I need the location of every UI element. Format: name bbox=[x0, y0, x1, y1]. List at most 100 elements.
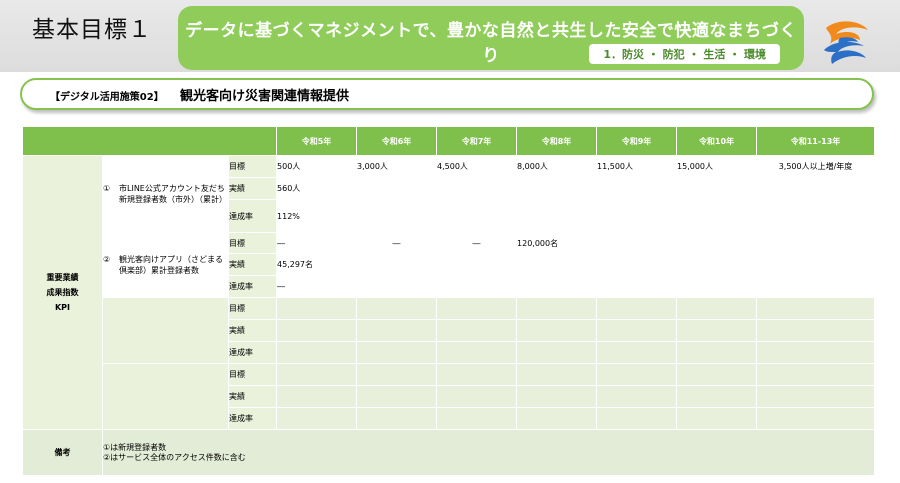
empty-cell bbox=[276, 319, 358, 342]
target-value: 15,000人 bbox=[676, 155, 758, 178]
empty-cell bbox=[756, 319, 876, 342]
rate-value bbox=[356, 199, 438, 233]
actual-value bbox=[676, 253, 758, 276]
measure-code: 【デジタル活用施策02】 bbox=[50, 92, 164, 103]
year-header-row: 令和5年 令和6年 令和7年 令和8年 令和9年 令和10年 令和11-13年 bbox=[21, 126, 876, 156]
empty-cell bbox=[436, 407, 518, 430]
actual-value: 560人 bbox=[276, 177, 358, 200]
table-row: 目標 bbox=[23, 297, 876, 364]
year-header: 令和11-13年 bbox=[756, 126, 876, 156]
actual-value bbox=[596, 253, 678, 276]
goal-title: 基本目標１ bbox=[32, 17, 152, 43]
row-label-target: 目標 bbox=[227, 232, 278, 254]
year-header: 令和5年 bbox=[276, 126, 358, 156]
empty-cell bbox=[676, 385, 758, 408]
empty-cell bbox=[596, 297, 678, 320]
table-row: 実績 560人 bbox=[23, 177, 876, 200]
header-corner bbox=[21, 126, 278, 156]
row-label-actual: 実績 bbox=[227, 253, 278, 276]
indicator-name: ① 市LINE公式アカウント友だち新規登録者数（市外）（累計） bbox=[102, 155, 229, 233]
empty-cell bbox=[756, 407, 876, 430]
empty-cell bbox=[436, 363, 518, 386]
empty-cell bbox=[756, 363, 876, 386]
table-row: 達成率 112% bbox=[23, 199, 876, 233]
sado-city-logo-icon bbox=[824, 21, 868, 64]
year-header: 令和7年 bbox=[436, 126, 518, 156]
actual-value bbox=[676, 177, 758, 200]
empty-cell bbox=[356, 385, 438, 408]
note-line: ①は新規登録者数 bbox=[103, 442, 167, 452]
row-label-actual: 実績 bbox=[227, 319, 278, 342]
target-value bbox=[596, 232, 678, 254]
rate-value bbox=[356, 275, 438, 298]
empty-cell bbox=[516, 363, 598, 386]
target-value: 500人 bbox=[276, 155, 358, 178]
measure-title: 観光客向け災害関連情報提供 bbox=[180, 89, 350, 104]
empty-cell bbox=[356, 319, 438, 342]
kpi-table: 令和5年 令和6年 令和7年 令和8年 令和9年 令和10年 令和11-13年 … bbox=[21, 126, 876, 476]
empty-cell bbox=[436, 319, 518, 342]
row-label-actual: 実績 bbox=[227, 177, 278, 200]
measure-heading: 【デジタル活用施策02】 観光客向け災害関連情報提供 bbox=[20, 78, 874, 110]
target-value: 4,500人 bbox=[436, 155, 518, 178]
category-line: 成果指数 bbox=[46, 288, 79, 297]
category-line: 重要業績 bbox=[46, 273, 79, 282]
empty-cell bbox=[276, 297, 358, 320]
row-label-target: 目標 bbox=[227, 155, 278, 178]
target-value: 8,000人 bbox=[516, 155, 598, 178]
rate-value bbox=[756, 199, 876, 233]
goal-banner: データに基づくマネジメントで、豊かな自然と共生した安全で快適なまちづくり 1．防… bbox=[178, 6, 804, 70]
empty-cell bbox=[436, 385, 518, 408]
year-header: 令和10年 bbox=[676, 126, 758, 156]
empty-cell bbox=[676, 363, 758, 386]
empty-cell bbox=[516, 319, 598, 342]
indicator-number: ① bbox=[103, 184, 111, 193]
rate-value bbox=[516, 275, 598, 298]
year-header: 令和8年 bbox=[516, 126, 598, 156]
empty-cell bbox=[276, 341, 358, 364]
empty-cell bbox=[756, 385, 876, 408]
indicator-number: ② bbox=[103, 255, 111, 264]
row-label-rate: 達成率 bbox=[227, 275, 278, 298]
indicator-name-empty bbox=[102, 363, 229, 430]
empty-cell bbox=[756, 341, 876, 364]
year-header: 令和9年 bbox=[596, 126, 678, 156]
rate-value: ― bbox=[276, 275, 358, 298]
actual-value bbox=[356, 253, 438, 276]
table-row: 目標 bbox=[23, 363, 876, 430]
empty-cell bbox=[276, 385, 358, 408]
target-value: 3,500人以上増/年度 bbox=[756, 155, 876, 178]
empty-cell bbox=[596, 319, 678, 342]
notes-row: 備考 ①は新規登録者数 ②はサービス全体のアクセス件数に含む bbox=[22, 429, 876, 476]
target-value bbox=[756, 232, 876, 254]
actual-value: 45,297名 bbox=[276, 253, 358, 276]
actual-value bbox=[756, 177, 876, 200]
empty-cell bbox=[676, 407, 758, 430]
empty-cell bbox=[676, 341, 758, 364]
kpi-category: 重要業績 成果指数 KPI bbox=[22, 155, 103, 430]
empty-cell bbox=[596, 363, 678, 386]
empty-cell bbox=[756, 297, 876, 320]
target-value: 3,000人 bbox=[356, 155, 438, 178]
empty-cell bbox=[356, 297, 438, 320]
actual-value bbox=[756, 253, 876, 276]
empty-cell bbox=[516, 385, 598, 408]
banner-title: データに基づくマネジメントで、豊かな自然と共生した安全で快適なまちづくり bbox=[185, 21, 797, 66]
empty-cell bbox=[516, 341, 598, 364]
rate-value bbox=[596, 275, 678, 298]
notes-label: 備考 bbox=[22, 429, 103, 476]
rate-value: 112% bbox=[276, 199, 358, 233]
rate-value bbox=[516, 199, 598, 233]
notes-content: ①は新規登録者数 ②はサービス全体のアクセス件数に含む bbox=[101, 429, 876, 476]
rate-value bbox=[676, 199, 758, 233]
target-value bbox=[676, 232, 758, 254]
category-line: KPI bbox=[54, 303, 71, 312]
row-label-rate: 達成率 bbox=[227, 407, 278, 430]
target-value: 11,500人 bbox=[596, 155, 678, 178]
row-label-rate: 達成率 bbox=[227, 341, 278, 364]
rate-value bbox=[676, 275, 758, 298]
empty-cell bbox=[676, 319, 758, 342]
target-value: ― bbox=[436, 232, 518, 254]
banner-subtitle: 1．防災 ・ 防犯 ・ 生活 ・ 環境 bbox=[589, 44, 780, 64]
empty-cell bbox=[276, 407, 358, 430]
